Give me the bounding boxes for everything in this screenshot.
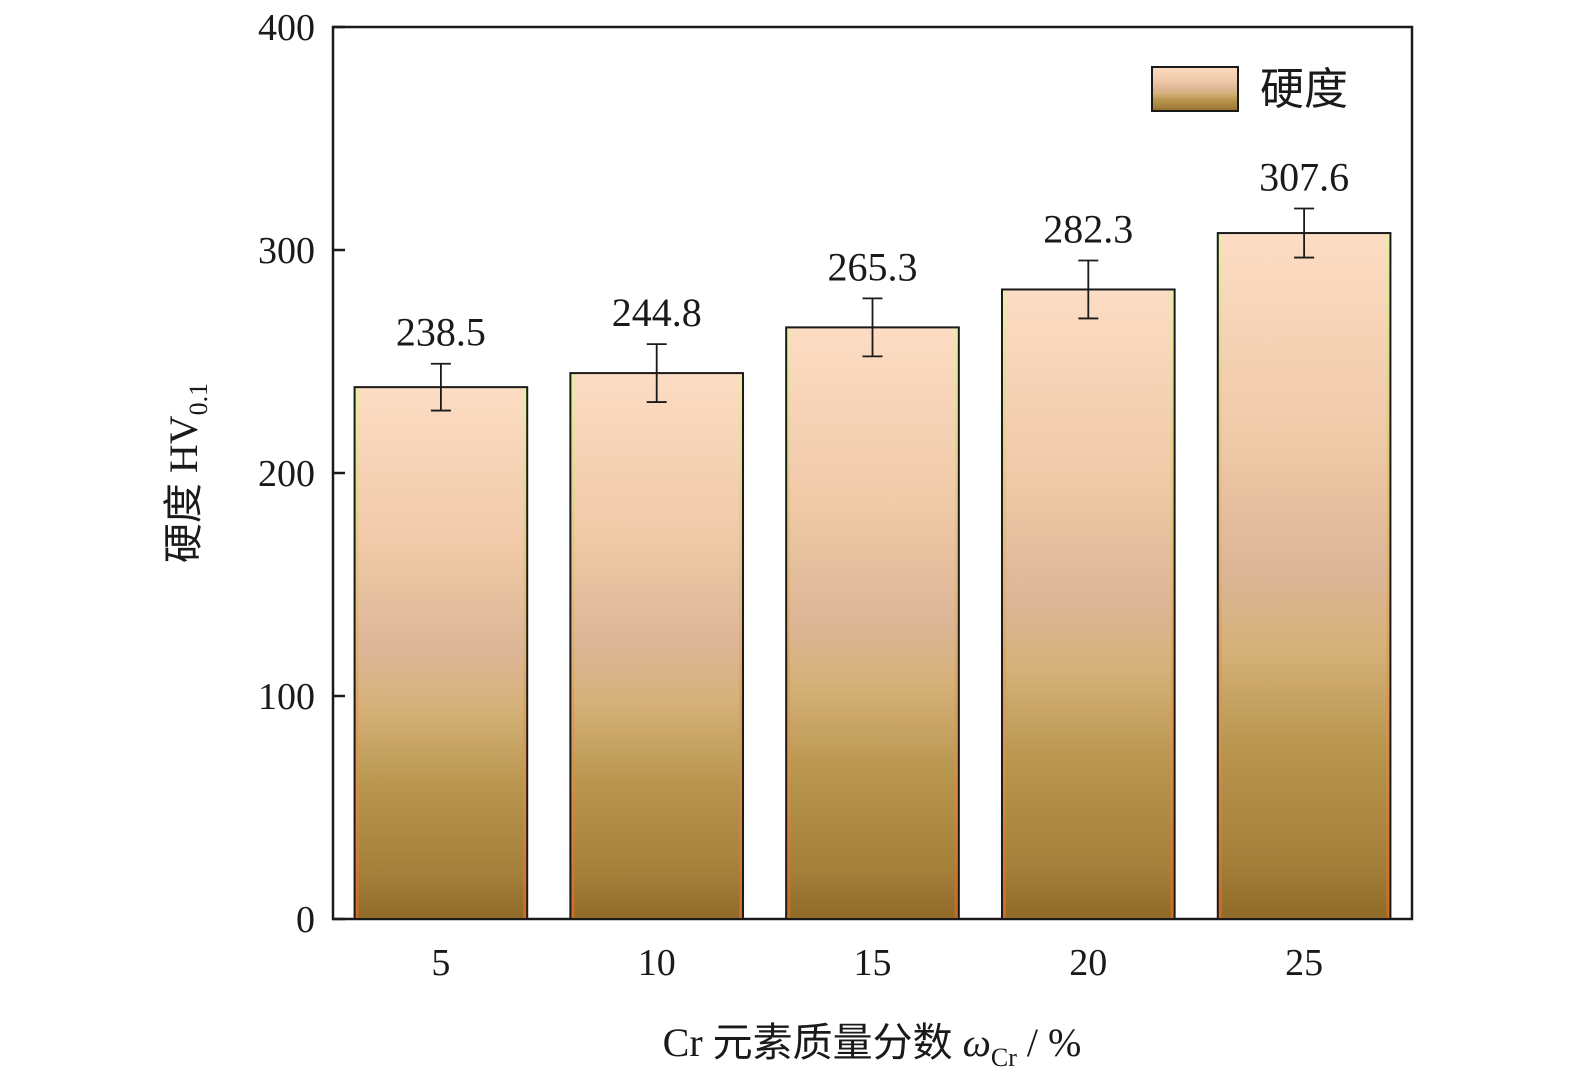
- legend: 硬度: [1151, 65, 1348, 114]
- x-tick-label: 25: [1285, 942, 1323, 984]
- bar-fill: [354, 387, 528, 919]
- error-bar: [430, 362, 451, 412]
- bar-edge-right: [1170, 289, 1175, 919]
- y-tick-label: 300: [258, 230, 315, 272]
- bar: [353, 386, 529, 920]
- y-axis: 0 100 200 300 400: [258, 7, 345, 941]
- bar-fill: [1217, 233, 1391, 919]
- y-tick-label: 100: [258, 676, 315, 718]
- bar-series: [353, 232, 1392, 921]
- bar-edge-left: [1001, 289, 1006, 919]
- error-bar: [646, 343, 667, 403]
- bar-edge-right: [954, 327, 959, 920]
- value-labels: 238.5 244.8 265.3 282.3 307.6: [396, 155, 1349, 355]
- legend-label: 硬度: [1260, 65, 1348, 114]
- legend-swatch: [1151, 66, 1239, 112]
- x-axis-title: Cr 元素质量分数 ωCr / %: [663, 1020, 1082, 1072]
- y-tick-label: 0: [296, 899, 315, 941]
- value-label: 282.3: [1043, 206, 1133, 251]
- bar-edge-left: [786, 327, 791, 920]
- y-tick-label: 400: [258, 7, 315, 49]
- bar: [569, 372, 745, 920]
- x-axis-title-symbol: ω: [963, 1020, 991, 1065]
- x-tick-label: 5: [431, 942, 450, 984]
- y-tick-label: 200: [258, 453, 315, 495]
- value-label: 265.3: [828, 244, 918, 289]
- bar-edge-left: [354, 387, 359, 919]
- x-axis-title-subscript: Cr: [991, 1043, 1017, 1072]
- x-tick-label: 20: [1069, 942, 1107, 984]
- value-label: 307.6: [1259, 155, 1349, 200]
- bar-edge-left: [1217, 233, 1222, 919]
- y-axis-title: 硬度 HV0.1: [161, 383, 213, 563]
- bar: [1216, 232, 1392, 920]
- y-axis-title-subscript: 0.1: [184, 383, 213, 416]
- bar: [1000, 288, 1176, 920]
- bar-edge-right: [739, 373, 744, 919]
- x-tick-label: 15: [854, 942, 892, 984]
- bar: [785, 326, 960, 921]
- value-label: 238.5: [396, 310, 486, 355]
- x-tick-label: 10: [638, 942, 676, 984]
- x-axis-title-unit: / %: [1017, 1020, 1081, 1065]
- bar-fill: [786, 327, 959, 920]
- value-label: 244.8: [612, 290, 702, 335]
- error-bars: [430, 207, 1315, 412]
- bar-edge-left: [570, 373, 575, 919]
- error-bar: [1294, 207, 1315, 259]
- error-bar: [1078, 259, 1099, 320]
- bar-fill: [570, 373, 744, 919]
- bar-edge-right: [523, 387, 528, 919]
- error-bar: [862, 297, 883, 358]
- bar-edge-right: [1386, 233, 1391, 919]
- bar-fill: [1001, 289, 1175, 919]
